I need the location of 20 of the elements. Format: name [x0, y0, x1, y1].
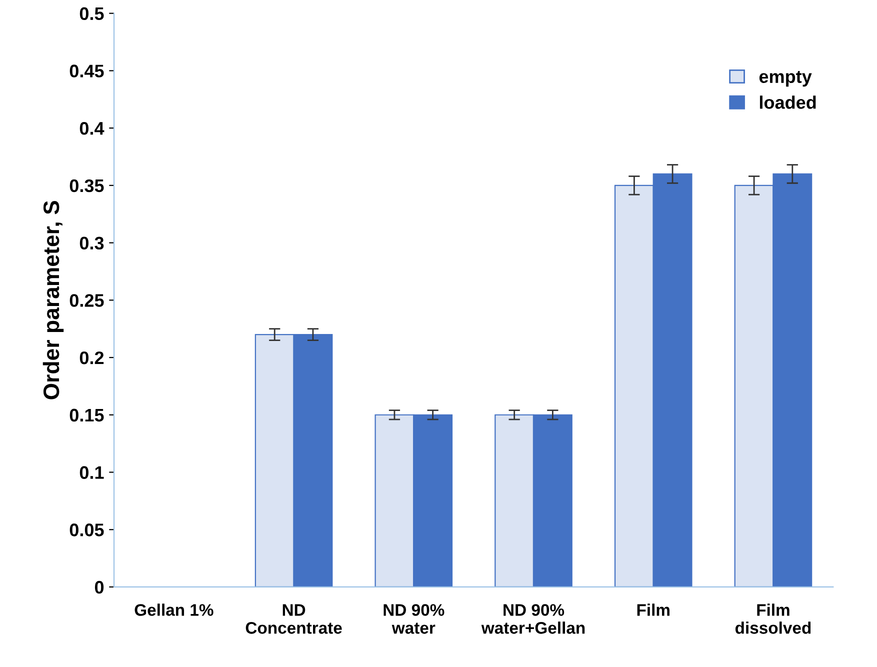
- legend-label: loaded: [760, 96, 816, 109]
- y-tick-label: 0.5: [80, 7, 104, 20]
- y-tick-label: 0.15: [70, 408, 104, 422]
- y-tick-label: 0.35: [70, 179, 104, 192]
- x-tick-label: ND 90% water+Gellan: [481, 604, 585, 634]
- y-tick-label: 0.1: [80, 466, 104, 479]
- y-tick-label: 0: [94, 580, 104, 594]
- y-axis-title: Order parameter, S: [42, 200, 64, 400]
- y-tick-label: 0.4: [80, 122, 104, 135]
- x-tick-label: Film dissolved: [735, 604, 811, 634]
- x-tick-label: ND Concentrate: [246, 604, 342, 634]
- y-tick-label: 0.2: [80, 351, 104, 364]
- x-tick-label: ND 90% water: [384, 604, 444, 634]
- y-tick-label: 0.25: [70, 294, 104, 307]
- y-tick-label: 0.45: [70, 64, 104, 78]
- legend-label: empty: [759, 71, 812, 87]
- y-tick-label: 0.05: [70, 524, 104, 536]
- y-tick-label: 0.3: [80, 236, 104, 250]
- x-tick-label: Gellan 1%: [134, 604, 214, 616]
- x-tick-label: Film: [637, 604, 670, 616]
